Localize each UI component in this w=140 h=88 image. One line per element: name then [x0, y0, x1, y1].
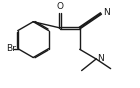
- Text: O: O: [57, 2, 64, 11]
- Text: N: N: [97, 54, 104, 63]
- Text: N: N: [103, 8, 110, 17]
- Text: Br: Br: [6, 44, 16, 53]
